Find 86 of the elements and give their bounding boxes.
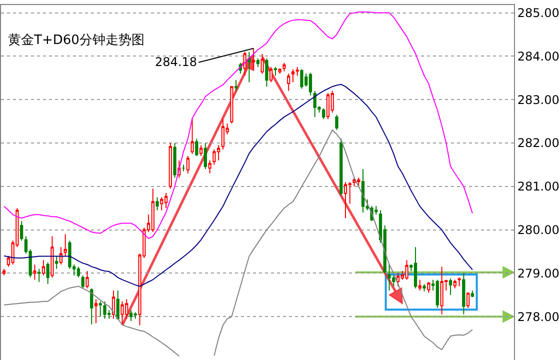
candlestick — [208, 160, 212, 174]
candlestick — [116, 290, 120, 320]
candlestick — [352, 177, 356, 187]
candlestick — [129, 310, 133, 322]
candlestick — [308, 72, 312, 96]
candlestick — [33, 264, 36, 280]
candlestick — [204, 142, 207, 170]
candlestick — [212, 149, 216, 166]
candlestick — [252, 48, 256, 70]
candlestick — [256, 58, 260, 68]
candlestick — [418, 279, 422, 292]
y-tick-label: 279.00 — [517, 266, 559, 280]
candlestick — [182, 164, 186, 172]
candlestick — [46, 262, 50, 285]
candlestick — [422, 284, 426, 292]
candlestick — [55, 255, 58, 270]
candlestick — [112, 290, 116, 320]
candlestick — [458, 277, 461, 287]
line-series — [4, 11, 473, 239]
candlestick — [265, 58, 268, 88]
candlestick — [335, 114, 338, 130]
candlestick — [300, 68, 304, 90]
candlestick — [270, 66, 273, 83]
candlestick — [120, 300, 124, 325]
candlestick — [344, 182, 348, 219]
candlestick — [86, 270, 89, 289]
candlestick — [274, 66, 278, 76]
candlestick — [405, 260, 408, 280]
candlestick — [216, 144, 220, 161]
candlestick — [396, 272, 400, 287]
candlestick — [260, 54, 264, 74]
candlestick — [103, 300, 106, 320]
candlestick — [151, 188, 154, 232]
candlestick — [326, 92, 330, 120]
candlestick — [388, 264, 391, 292]
y-tick-label: 285.00 — [517, 6, 559, 20]
candlestick — [466, 292, 470, 308]
candlestick — [282, 62, 286, 72]
candlestick — [453, 279, 456, 289]
candlestick — [195, 138, 198, 157]
y-tick-label: 284.00 — [517, 49, 559, 64]
candlestick — [287, 73, 290, 92]
candlestick — [322, 108, 326, 120]
candlestick — [50, 236, 54, 278]
candlestick — [234, 80, 238, 92]
candlestick — [20, 220, 24, 242]
candlestick — [186, 156, 190, 174]
candlestick — [94, 298, 98, 324]
candlestick — [38, 268, 41, 282]
candlestick — [164, 192, 168, 209]
line-series — [4, 84, 473, 287]
candlestick — [76, 266, 80, 278]
candlestick — [462, 272, 466, 315]
candlestick — [436, 279, 439, 308]
candlestick — [168, 142, 172, 190]
candlestick — [59, 246, 63, 266]
candlestick — [98, 300, 102, 318]
y-tick-label: 280.00 — [517, 223, 559, 237]
candlestick — [190, 118, 194, 154]
candlestick — [448, 278, 452, 296]
candlestick — [134, 312, 137, 320]
candlestick — [440, 266, 444, 315]
candlestick — [296, 66, 299, 76]
candlestick — [291, 68, 295, 83]
annotation: 284.18 — [155, 55, 197, 69]
candlestick — [160, 196, 164, 211]
candlestick — [230, 86, 234, 124]
candlestick — [199, 144, 203, 157]
candlestick — [90, 288, 94, 325]
candlestick — [243, 51, 246, 76]
y-tick-label: 283.00 — [517, 92, 559, 107]
candlestick — [42, 260, 46, 276]
candlestick — [361, 168, 365, 213]
text: 黄金T+D60分钟走势图 — [8, 33, 144, 48]
y-tick-label: 281.00 — [517, 180, 559, 194]
y-tick-label: 278.00 — [517, 310, 559, 324]
candlestick — [340, 138, 343, 196]
y-tick-label: 282.00 — [517, 136, 559, 150]
candlestick — [248, 51, 251, 83]
candlestick — [427, 281, 430, 294]
candlestick — [81, 274, 84, 289]
candlestick — [64, 234, 67, 256]
candlestick — [173, 142, 176, 178]
candlestick — [414, 246, 418, 289]
candlestick — [470, 290, 474, 298]
candlestick — [156, 196, 159, 211]
